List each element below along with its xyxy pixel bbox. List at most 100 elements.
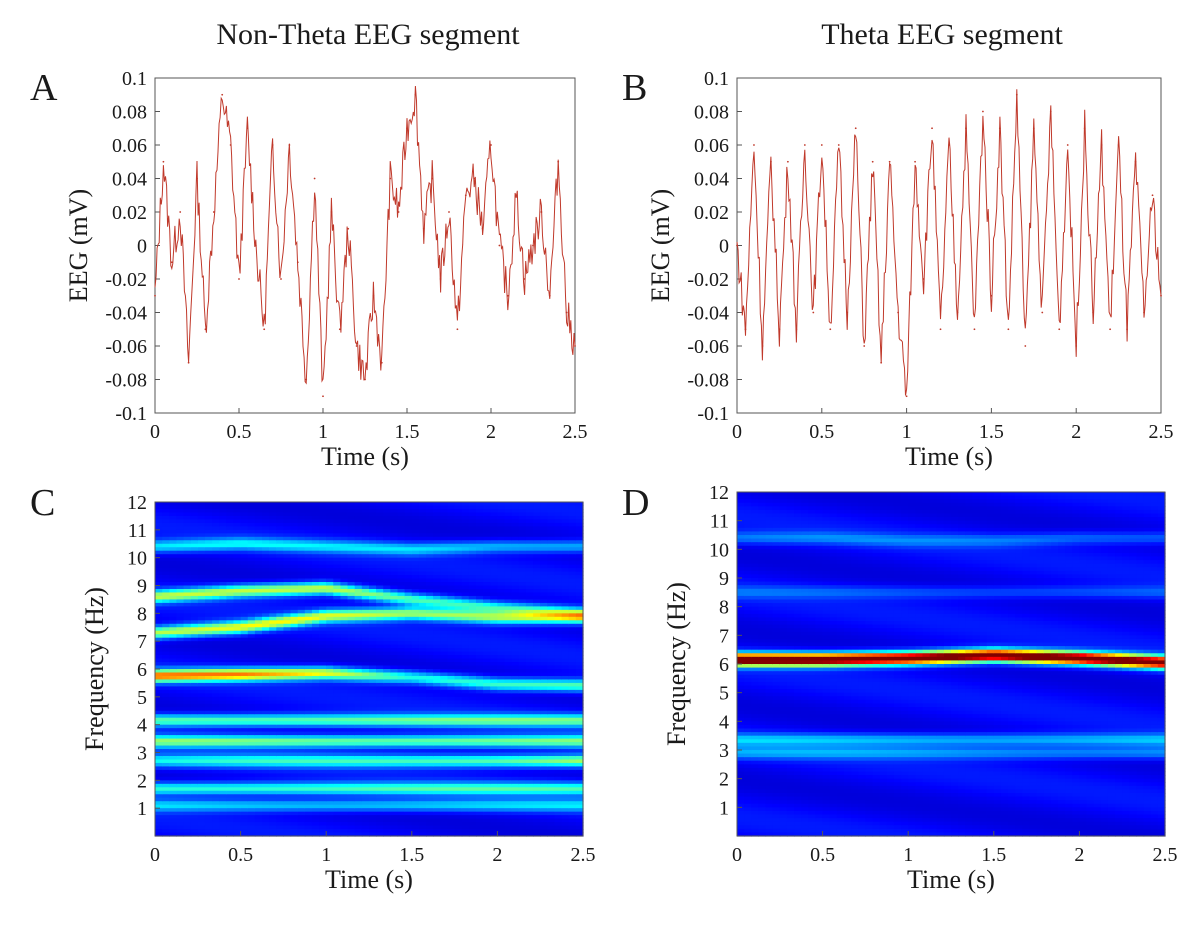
spectrogram-cell [497,801,506,806]
spectrogram-cell [283,529,292,534]
spectrogram-cell [204,752,213,757]
eeg-data-point [170,261,173,264]
spectrogram-cell [354,606,363,611]
spectrogram-cell [354,515,363,520]
spectrogram-cell [247,829,256,834]
spectrogram-cell [297,627,306,632]
spectrogram-cell [326,762,334,768]
spectrogram-cell [376,710,384,715]
spectrogram-cell [447,693,456,698]
spectrogram-cell [440,522,449,527]
spectrogram-cell [354,825,363,830]
spectrogram-cell [369,735,377,740]
spectrogram-cell [197,738,206,743]
eeg-data-point [1109,328,1112,331]
spectrogram-cell [254,721,263,726]
spectrogram-cell [433,627,441,632]
spectrogram-cell [369,804,377,809]
spectrogram-cell [383,710,391,715]
spectrogram-cell [326,609,334,614]
spectrogram-cell [162,773,170,778]
spectrogram-cell [433,818,441,823]
spectrogram-cell [376,634,384,639]
spectrogram-cell [297,801,306,806]
spectrogram-cell [383,543,391,548]
spectrogram-cell [361,745,370,750]
spectrogram-cell [197,648,206,653]
spectrogram-cell [468,749,477,754]
spectrogram-cell [297,641,306,646]
spectrogram-cell [411,502,420,507]
spectrogram-cell [247,519,256,524]
spectrogram-cell [369,689,377,694]
spectrogram-cell [240,550,249,555]
spectrogram-cell [204,644,213,649]
spectrogram-cell [155,575,163,580]
spectrogram-cell [319,606,327,611]
spectrogram-cell [369,620,377,625]
spectrogram-cell [333,790,342,795]
spectrogram-cell [254,561,263,566]
spectrogram-cell [504,512,513,517]
spectrogram-cell [361,630,370,635]
spectrogram-cell [183,616,192,621]
spectrogram-cell [454,815,463,820]
spectrogram-cell [333,707,342,712]
spectrogram-cell [411,533,420,538]
spectrogram-cell [426,825,434,830]
spectrogram-cell [311,665,320,670]
spectrogram-cell [226,755,235,761]
spectrogram-cell [176,728,185,733]
spectrogram-cell [269,575,277,580]
spectrogram-cell [212,689,220,694]
spectrogram-cell [183,568,192,573]
spectrogram-cell [418,515,427,520]
spectrogram-cell [376,592,384,597]
spectrogram-cell [212,564,220,569]
spectrogram-cell [397,554,406,559]
spectrogram-cell [155,735,163,740]
spectrogram-cell [276,648,284,653]
spectrogram-cell [333,651,342,656]
spectrogram-cell [433,578,441,583]
spectrogram-cell [490,578,498,583]
spectrogram-cell [219,710,227,715]
spectrogram-cell [197,815,206,820]
spectrogram-cell [204,658,213,663]
spectrogram-cell [190,682,199,687]
spectrogram-cell [276,512,284,517]
spectrogram-cell [397,575,406,580]
spectrogram-cell [383,794,391,799]
spectrogram-cell [319,592,327,597]
spectrogram-cell [454,557,463,562]
spectrogram-cell [262,762,270,768]
spectrogram-cell [390,641,399,646]
spectrogram-cell [483,693,491,698]
spectrogram-cell [183,710,192,715]
spectrogram-cell [354,637,363,642]
spectrogram-cell [169,588,177,594]
spectrogram-cell [254,745,263,750]
spectrogram-cell [476,710,484,715]
spectrogram-cell [369,811,377,816]
spectrogram-cell [461,554,470,559]
spectrogram-cell [155,561,163,566]
spectrogram-cell [276,582,284,587]
spectrogram-cell [476,508,484,514]
spectrogram-cell [190,794,199,799]
spectrogram-cell [376,588,384,594]
spectrogram-cell [326,522,334,527]
spectrogram-cell [461,776,470,781]
spectrogram-cell [383,585,391,590]
spectrogram-cell [390,804,399,809]
spectrogram-cell [426,721,434,726]
spectrogram-cell [468,644,477,649]
spectrogram-cell [169,508,177,514]
spectrogram-cell [369,773,377,778]
spectrogram-cell [461,825,470,830]
spectrogram-cell [297,550,306,555]
spectrogram-cell [254,519,263,524]
spectrogram-cell [233,752,242,757]
spectrogram-cell [361,623,370,628]
spectrogram-cell [440,672,449,677]
